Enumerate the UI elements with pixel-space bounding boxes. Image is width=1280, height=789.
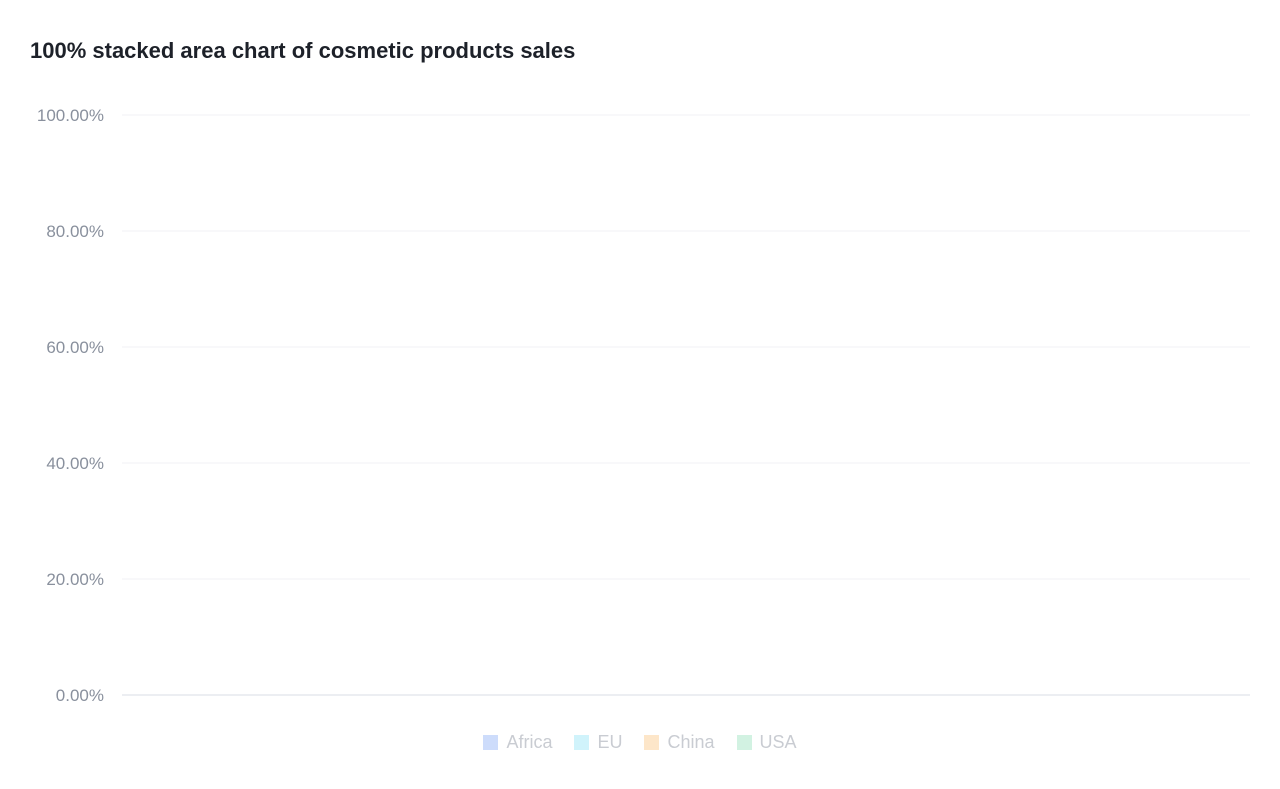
legend-item-china[interactable]: China [644,732,715,753]
legend-label: Africa [506,732,553,752]
y-tick-label: 40.00% [46,454,104,473]
legend-label: USA [759,732,797,752]
legend-item-eu[interactable]: EU [574,732,622,753]
y-tick-label: 100.00% [37,106,104,125]
legend-swatch [644,735,660,750]
y-tick-label: 60.00% [46,338,104,357]
chart-title: 100% stacked area chart of cosmetic prod… [30,38,576,63]
legend-swatch [736,735,752,750]
legend: Africa EU China USA [0,732,1280,753]
legend-item-africa[interactable]: Africa [483,732,552,753]
legend-item-usa[interactable]: USA [736,732,797,753]
y-tick-label: 0.00% [56,686,104,705]
legend-label: China [667,732,715,752]
y-tick-label: 80.00% [46,222,104,241]
legend-swatch [574,735,590,750]
y-tick-label: 20.00% [46,570,104,589]
legend-label: EU [597,732,623,752]
legend-swatch [483,735,499,750]
